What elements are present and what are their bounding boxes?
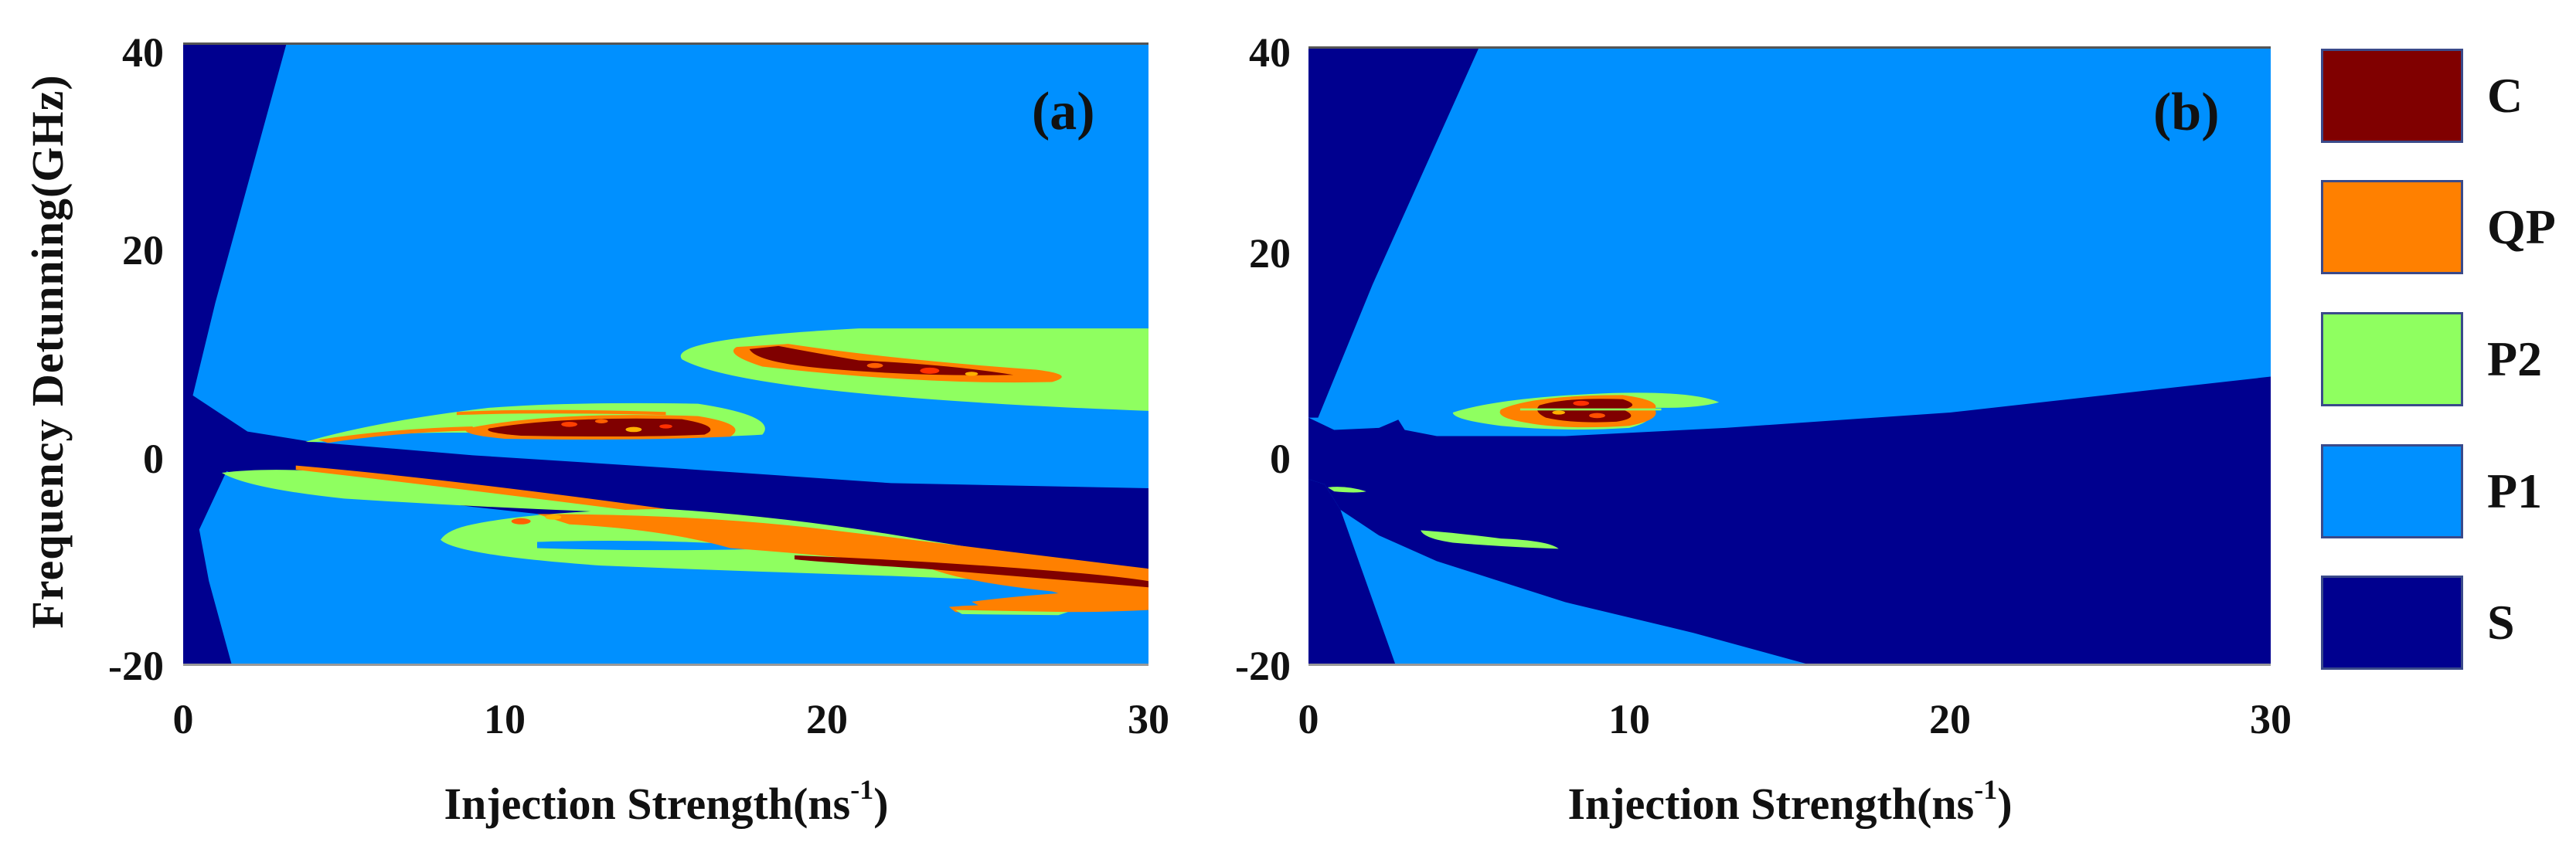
heatmap-a (183, 45, 1148, 664)
ytick-b-0: 0 (1270, 436, 1291, 482)
x-axis-label-close: ) (1997, 779, 2013, 830)
panel-b-tag: (b) (2153, 83, 2220, 142)
legend-swatch-p1 (2321, 444, 2463, 538)
ytick-a-20: 20 (122, 227, 164, 273)
x-axis-label-sup: -1 (1974, 773, 1998, 805)
ytick-b-20: 20 (1249, 230, 1291, 277)
x-axis-label-b: Injection Strength(ns-1) (1567, 776, 2013, 830)
ytick-a-0: 0 (143, 436, 164, 482)
xtick-a-0: 0 (172, 696, 194, 742)
legend-swatch-qp (2321, 180, 2463, 274)
legend-label-qp: QP (2487, 199, 2556, 254)
heatmap-b (1308, 49, 2271, 664)
xtick-b-0: 0 (1298, 696, 1319, 742)
legend-swatch-s (2321, 576, 2463, 670)
xtick-a-20: 20 (806, 696, 848, 742)
legend-label-c: C (2487, 68, 2523, 123)
x-axis-label-close: ) (873, 779, 889, 830)
xtick-b-10: 10 (1608, 696, 1650, 742)
x-axis-label-text: Injection Strength(ns (444, 779, 851, 830)
ytick-a-40: 40 (122, 29, 164, 76)
plot-panel-b: (b) (1308, 46, 2271, 666)
ytick-a-neg20: -20 (108, 643, 164, 689)
xtick-a-10: 10 (484, 696, 526, 742)
legend-label-s: S (2487, 595, 2515, 650)
legend-swatch-c (2321, 49, 2463, 143)
plot-panel-a: (a) (183, 42, 1148, 666)
legend-swatch-p2 (2321, 312, 2463, 406)
legend-label-p2: P2 (2487, 331, 2543, 386)
legend-label-p1: P1 (2487, 464, 2543, 518)
y-axis-label: Frequency Detunning(GHz) (22, 74, 73, 629)
x-axis-label-text: Injection Strength(ns (1567, 779, 1975, 830)
xtick-b-30: 30 (2250, 696, 2292, 742)
x-axis-label-a: Injection Strength(ns-1) (444, 776, 889, 830)
x-axis-label-sup: -1 (850, 773, 874, 805)
xtick-a-30: 30 (1128, 696, 1169, 742)
panel-a-tag: (a) (1032, 82, 1095, 141)
xtick-b-20: 20 (1929, 696, 1971, 742)
ytick-b-40: 40 (1249, 29, 1291, 76)
ytick-b-neg20: -20 (1235, 643, 1291, 689)
